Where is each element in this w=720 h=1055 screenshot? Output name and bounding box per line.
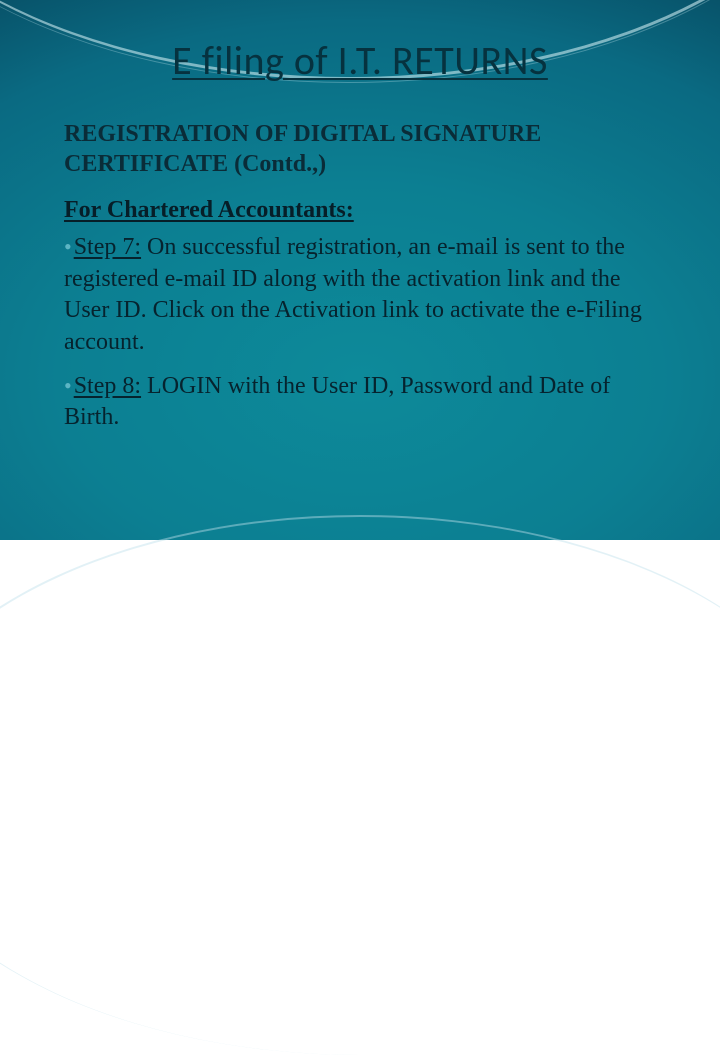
step-8: •Step 8: LOGIN with the User ID, Passwor… xyxy=(64,371,656,434)
decorative-arc-bottom xyxy=(0,515,720,1055)
step-8-text: LOGIN with the User ID, Password and Dat… xyxy=(64,373,610,431)
bullet-icon: • xyxy=(64,373,72,398)
section-heading: REGISTRATION OF DIGITAL SIGNATURE CERTIF… xyxy=(64,119,656,179)
slide-title: E filing of I.T. RETURNS xyxy=(64,36,656,85)
subheading: For Chartered Accountants: xyxy=(64,197,656,224)
slide: E filing of I.T. RETURNS REGISTRATION OF… xyxy=(0,0,720,540)
slide-content: E filing of I.T. RETURNS REGISTRATION OF… xyxy=(0,0,720,434)
step-7-text: On successful registration, an e-mail is… xyxy=(64,234,642,355)
step-7: •Step 7: On successful registration, an … xyxy=(64,232,656,359)
bullet-icon: • xyxy=(64,234,72,259)
step-8-label: Step 8: xyxy=(74,373,141,399)
step-7-label: Step 7: xyxy=(74,234,141,260)
